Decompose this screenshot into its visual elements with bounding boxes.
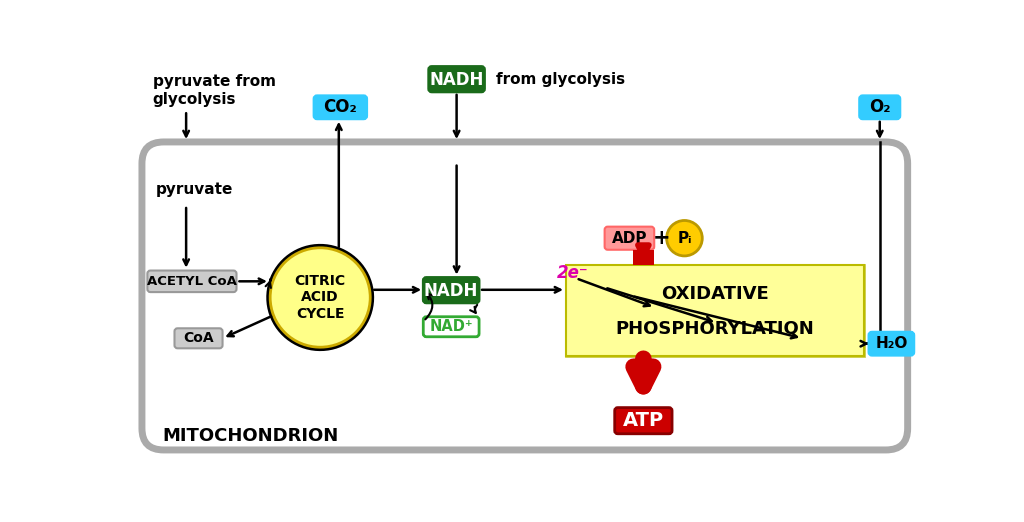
- Text: ADP: ADP: [611, 231, 647, 246]
- Text: MITOCHONDRION: MITOCHONDRION: [163, 426, 339, 445]
- Text: H₂O: H₂O: [876, 336, 907, 351]
- Text: Pᵢ: Pᵢ: [677, 231, 691, 246]
- FancyBboxPatch shape: [614, 408, 672, 434]
- FancyBboxPatch shape: [423, 278, 479, 303]
- Text: 2e⁻: 2e⁻: [557, 264, 588, 282]
- FancyBboxPatch shape: [604, 227, 654, 250]
- Text: CO₂: CO₂: [324, 98, 357, 116]
- Text: NADH: NADH: [429, 70, 483, 89]
- Bar: [633, 250, 654, 265]
- Ellipse shape: [270, 247, 371, 348]
- FancyBboxPatch shape: [869, 332, 913, 355]
- FancyBboxPatch shape: [174, 328, 222, 348]
- Text: NAD⁺: NAD⁺: [429, 319, 473, 334]
- FancyBboxPatch shape: [147, 270, 237, 292]
- Bar: [566, 265, 864, 356]
- Text: from glycolysis: from glycolysis: [496, 72, 626, 87]
- Text: pyruvate from
glycolysis: pyruvate from glycolysis: [153, 74, 275, 106]
- Text: OXIDATIVE: OXIDATIVE: [662, 286, 769, 303]
- Text: PHOSPHORYLATION: PHOSPHORYLATION: [615, 320, 814, 338]
- Text: O₂: O₂: [869, 98, 891, 116]
- Text: ATP: ATP: [623, 411, 664, 430]
- FancyBboxPatch shape: [859, 96, 900, 119]
- FancyBboxPatch shape: [429, 66, 484, 92]
- Text: ACETYL CoA: ACETYL CoA: [146, 275, 237, 288]
- Text: pyruvate: pyruvate: [156, 182, 233, 197]
- Text: CoA: CoA: [183, 331, 214, 345]
- FancyBboxPatch shape: [142, 142, 907, 450]
- Text: +: +: [652, 228, 670, 248]
- Circle shape: [667, 220, 702, 256]
- Text: CITRIC
ACID
CYCLE: CITRIC ACID CYCLE: [295, 274, 346, 321]
- FancyBboxPatch shape: [314, 96, 367, 119]
- Text: NADH: NADH: [424, 281, 478, 300]
- Bar: [566, 265, 864, 356]
- FancyBboxPatch shape: [423, 317, 479, 337]
